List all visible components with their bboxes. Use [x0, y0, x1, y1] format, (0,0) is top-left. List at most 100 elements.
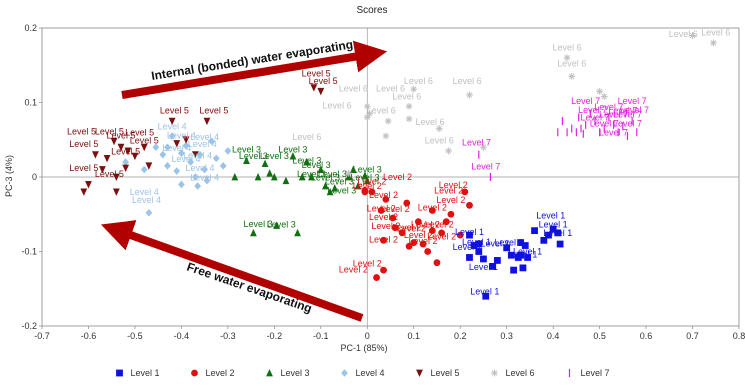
- level-4-point-label: Level 4: [190, 173, 219, 183]
- level-2-point-label: Level 2: [436, 195, 465, 205]
- level-1-point: [475, 240, 483, 248]
- level-3-point-label: Level 3: [350, 173, 379, 183]
- legend-label-level-2: Level 2: [206, 368, 235, 378]
- legend-marker-level-3: [266, 369, 273, 377]
- arrows: [100, 40, 388, 322]
- level-5-point-label: Level 5: [130, 135, 159, 145]
- level-5-point: [168, 117, 176, 126]
- level-4-point: [194, 182, 202, 190]
- level-2-point-label: Level 2: [339, 264, 368, 274]
- level-6-point-label: Level 6: [292, 132, 321, 142]
- level-3-point-label: Level 3: [232, 144, 261, 154]
- level-5-point-label: Level 5: [69, 139, 98, 149]
- level-4-point: [140, 165, 148, 174]
- level-1-point-label: Level 1: [470, 287, 499, 297]
- level-6-point-label: Level 6: [415, 117, 444, 127]
- arrow-free-water: [100, 220, 364, 322]
- level-4-point: [224, 147, 232, 155]
- level-1-point-label: Level 1: [513, 246, 542, 256]
- level-2-point: [428, 227, 436, 235]
- level-2-point: [456, 231, 464, 239]
- level-6-point: [466, 91, 473, 99]
- data-points: [80, 32, 717, 300]
- level-5-point-label: Level 5: [106, 130, 135, 140]
- level-2-point: [377, 207, 385, 214]
- level-3-point: [231, 173, 239, 181]
- level-5-point: [191, 151, 199, 159]
- level-1-point: [519, 264, 527, 272]
- level-1-point: [517, 251, 525, 259]
- level-6-point: [405, 115, 413, 123]
- level-2-point: [442, 218, 450, 226]
- level-6-point: [689, 32, 696, 39]
- level-4-point: [164, 143, 171, 151]
- level-2-point-label: Level 2: [367, 203, 396, 213]
- level-2-point-label: Level 2: [409, 236, 438, 246]
- level-4-point-label: Level 4: [158, 121, 187, 131]
- level-2-point: [419, 240, 427, 248]
- legend-label-level-3: Level 3: [281, 368, 310, 378]
- legend-marker-level-6: [491, 369, 498, 377]
- level-7-point-label: Level 7: [618, 96, 647, 106]
- level-5-point: [99, 166, 106, 174]
- level-3-point-label: Level 3: [297, 169, 326, 179]
- level-3-point-label: Level 3: [353, 165, 382, 175]
- legend-marker-level-4: [341, 369, 348, 377]
- level-3-point-label: Level 3: [278, 144, 307, 154]
- level-2-point-label: Level 2: [404, 230, 433, 240]
- level-4-point: [164, 162, 171, 170]
- level-6-point: [363, 102, 371, 110]
- level-7-point-label: Level 7: [594, 102, 623, 112]
- x-tick-label: -0.1: [313, 331, 329, 341]
- level-4-point: [196, 150, 204, 159]
- level-3-point: [345, 173, 353, 181]
- level-2-point-label: Level 2: [411, 220, 440, 230]
- level-4-point-label: Level 4: [188, 139, 217, 149]
- legend-marker-level-1: [116, 369, 123, 377]
- level-2-point-label: Level 2: [392, 223, 421, 233]
- legend-label-level-7: Level 7: [581, 368, 610, 378]
- level-7-point-label: Level 7: [613, 118, 642, 128]
- level-7-point-label: Level 7: [608, 106, 637, 116]
- level-3-point: [354, 181, 362, 190]
- level-6-point: [345, 169, 353, 177]
- level-7-point-label: Level 7: [462, 138, 491, 148]
- level-3-point-label: Level 3: [318, 169, 347, 179]
- level-1-point-label: Level 1: [543, 228, 572, 238]
- level-5-point-label: Level 5: [95, 169, 124, 179]
- level-7-point-label: Level 7: [580, 112, 609, 122]
- level-3-point: [243, 156, 250, 165]
- level-6-point-label: Level 6: [557, 59, 586, 69]
- level-4-point-label: Level 4: [172, 154, 201, 164]
- level-6-point: [382, 132, 390, 140]
- level-4-point: [219, 162, 227, 170]
- level-3-point: [261, 159, 269, 167]
- level-1-point: [540, 236, 548, 244]
- level-3-point: [250, 228, 257, 237]
- level-1-point-label: Level 1: [539, 220, 568, 230]
- level-4-point-label: Level 4: [132, 195, 161, 205]
- level-6-point: [710, 39, 717, 47]
- level-3-point: [270, 173, 278, 181]
- level-4-point-label: Level 4: [183, 150, 212, 160]
- x-tick-label: 0.3: [500, 331, 513, 341]
- level-5-point: [80, 188, 88, 196]
- level-2-point: [368, 188, 376, 196]
- y-tick-label: 0.1: [24, 98, 37, 108]
- level-1-point-label: Level 1: [536, 211, 565, 221]
- level-5-point-label: Level 5: [199, 106, 228, 116]
- level-2-point: [433, 259, 441, 267]
- level-5-point-label: Level 5: [125, 127, 154, 137]
- y-tick-label: -0.1: [21, 247, 37, 257]
- level-4-point: [178, 149, 185, 157]
- legend-marker-level-5: [416, 369, 423, 377]
- level-1-point-label: Level 1: [462, 237, 491, 247]
- level-3-point: [303, 158, 311, 166]
- level-6-point: [435, 125, 443, 132]
- level-3-point-label: Level 3: [311, 173, 340, 183]
- level-1-point-label: Level 1: [481, 238, 510, 248]
- level-5-point: [203, 117, 211, 126]
- y-tick-label: 0.2: [24, 23, 37, 33]
- level-2-point: [361, 188, 369, 196]
